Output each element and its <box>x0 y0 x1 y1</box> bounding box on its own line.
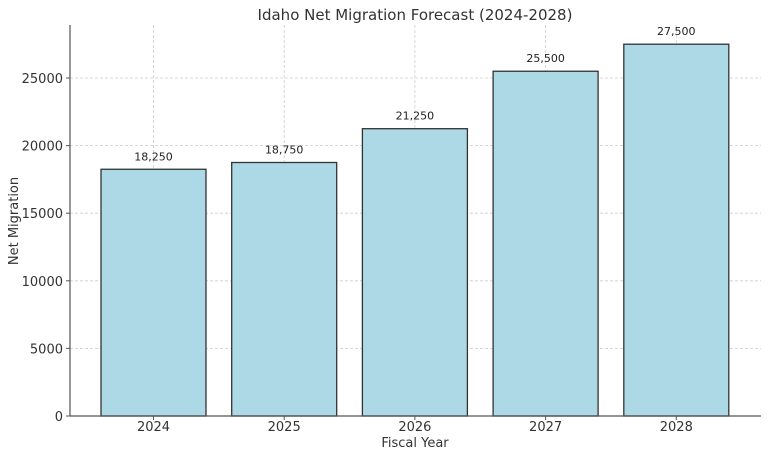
bar-value-label: 27,500 <box>657 25 696 38</box>
y-tick-label: 5000 <box>30 342 63 357</box>
x-tick-label: 2025 <box>268 420 301 435</box>
x-tick-label: 2024 <box>137 420 170 435</box>
x-tick-label: 2027 <box>529 420 562 435</box>
y-axis-ticks: 0 5000 10000 15000 20000 25000 <box>22 72 70 425</box>
y-tick-label: 15000 <box>22 207 63 222</box>
y-axis-label: Net Migration <box>7 177 22 265</box>
bar-2028 <box>623 43 730 417</box>
bar-value-label: 18,750 <box>265 144 304 157</box>
y-tick-label: 0 <box>55 410 63 425</box>
y-tick-label: 10000 <box>22 275 63 290</box>
bar-value-label: 18,250 <box>134 150 173 163</box>
x-tick-label: 2026 <box>398 420 431 435</box>
y-tick-label: 25000 <box>22 72 63 87</box>
x-axis-label: Fiscal Year <box>381 436 449 451</box>
bar-2027 <box>492 70 599 417</box>
chart-title: Idaho Net Migration Forecast (2024-2028) <box>258 6 573 24</box>
bars: 18,250 18,750 21,250 25,500 27,500 <box>100 25 730 417</box>
y-tick-label: 20000 <box>22 140 63 155</box>
x-axis-ticks: 2024 2025 2026 2027 2028 <box>137 416 693 435</box>
x-tick-label: 2028 <box>660 420 693 435</box>
bar-2024 <box>100 168 207 417</box>
bar-value-label: 21,250 <box>396 110 435 123</box>
bar-2025 <box>231 161 338 417</box>
bar-value-label: 25,500 <box>526 52 565 65</box>
bar-2026 <box>361 128 469 417</box>
